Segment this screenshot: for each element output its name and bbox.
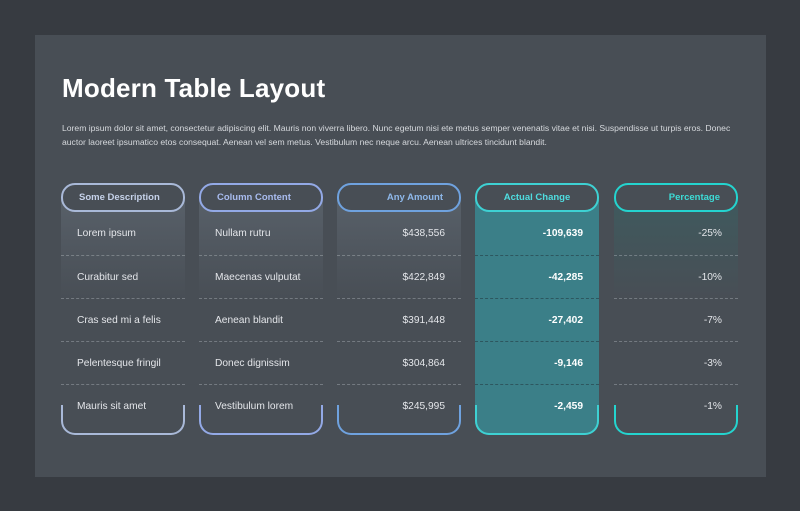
column-header[interactable]: Any Amount: [337, 183, 461, 212]
table-cell: -10%: [614, 255, 738, 298]
table-cell: Vestibulum lorem: [199, 384, 323, 427]
column-footer-bracket: [61, 405, 185, 435]
column-background: [61, 198, 185, 421]
table-cell: $245,995: [337, 384, 461, 427]
table-cell: -42,285: [475, 255, 599, 298]
table-cell: Cras sed mi a felis: [61, 298, 185, 341]
column-background: [337, 198, 461, 421]
column-header[interactable]: Percentage: [614, 183, 738, 212]
page-description: Lorem ipsum dolor sit amet, consectetur …: [62, 123, 731, 147]
column-amount: Any Amount $438,556 $422,849 $391,448 $3…: [337, 183, 461, 435]
column-footer-bracket: [337, 405, 461, 435]
table-cell: -25%: [698, 228, 722, 239]
table-cell: -109,639: [542, 228, 583, 239]
column-header[interactable]: Actual Change: [475, 183, 599, 212]
table-cell: $422,849: [337, 255, 461, 298]
table-cell: $438,556: [402, 228, 446, 239]
column-percentage: Percentage -25% -10% -7% -3% -1%: [614, 183, 738, 435]
table-cell: Curabitur sed: [61, 255, 185, 298]
column-header[interactable]: Column Content: [199, 183, 323, 212]
table-cell: -27,402: [475, 298, 599, 341]
table-cell: -2,459: [475, 384, 599, 427]
column-background: [199, 198, 323, 421]
column-actual-change: Actual Change -109,639 -42,285 -27,402 -…: [475, 183, 599, 435]
table-cell: Nullam rutru: [215, 228, 271, 239]
table-cell: Aenean blandit: [199, 298, 323, 341]
page-title: Modern Table Layout: [62, 73, 326, 103]
table-panel: Modern Table Layout Lorem ipsum dolor si…: [35, 35, 766, 477]
table-cell: -7%: [614, 298, 738, 341]
column-highlight-background: [475, 197, 599, 435]
table-cell: -1%: [614, 384, 738, 427]
table-cell: $391,448: [337, 298, 461, 341]
column-footer-bracket: [199, 405, 323, 435]
table-cell: Donec dignissim: [199, 341, 323, 384]
column-footer-bracket: [614, 405, 738, 435]
column-background: [614, 198, 738, 421]
column-footer-bracket: [475, 405, 599, 435]
table-cell: Lorem ipsum: [77, 228, 136, 239]
table-cell: Mauris sit amet: [61, 384, 185, 427]
table-cell: -3%: [614, 341, 738, 384]
table-cell: Pelentesque fringil: [61, 341, 185, 384]
table-cell: $304,864: [337, 341, 461, 384]
column-content: Column Content Nullam rutru Maecenas vul…: [199, 183, 323, 435]
table-cell: -9,146: [475, 341, 599, 384]
table-cell: Maecenas vulputat: [199, 255, 323, 298]
column-header[interactable]: Some Description: [61, 183, 185, 212]
column-description: Some Description Lorem ipsum Curabitur s…: [61, 183, 185, 435]
